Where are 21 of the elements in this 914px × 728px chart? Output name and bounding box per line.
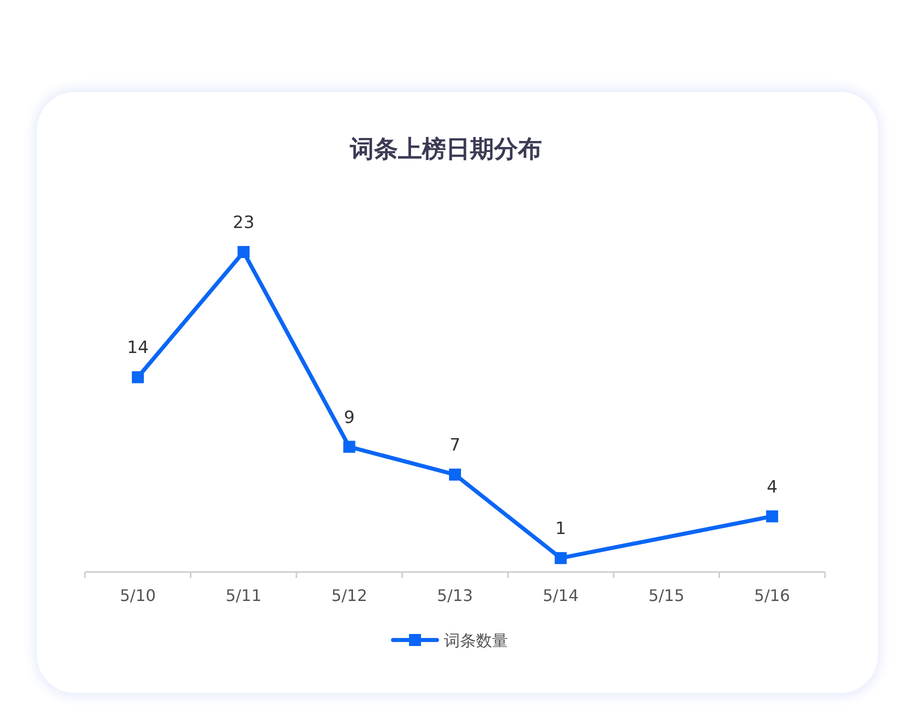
data-label: 9	[344, 408, 355, 428]
x-tick-label: 5/14	[542, 586, 579, 605]
data-label: 14	[127, 338, 149, 358]
legend-label: 词条数量	[444, 631, 508, 650]
point	[449, 468, 461, 481]
chart-title: 词条上榜日期分布	[349, 135, 542, 163]
x-tick-label: 5/10	[120, 586, 156, 605]
x-tick-label: 5/13	[437, 586, 473, 605]
x-tick-label: 5/12	[331, 586, 368, 605]
point	[766, 510, 778, 522]
data-label: 4	[766, 477, 778, 498]
point	[238, 246, 250, 258]
point	[132, 371, 144, 384]
x-tick-label: 5/11	[226, 586, 262, 605]
x-tick-label: 5/16	[754, 586, 790, 605]
point	[554, 552, 567, 564]
point	[343, 440, 356, 453]
x-tick-label: 5/15	[648, 586, 684, 605]
data-label: 7	[450, 436, 460, 456]
data-label: 1	[555, 519, 566, 540]
data-label: 23	[232, 213, 254, 233]
